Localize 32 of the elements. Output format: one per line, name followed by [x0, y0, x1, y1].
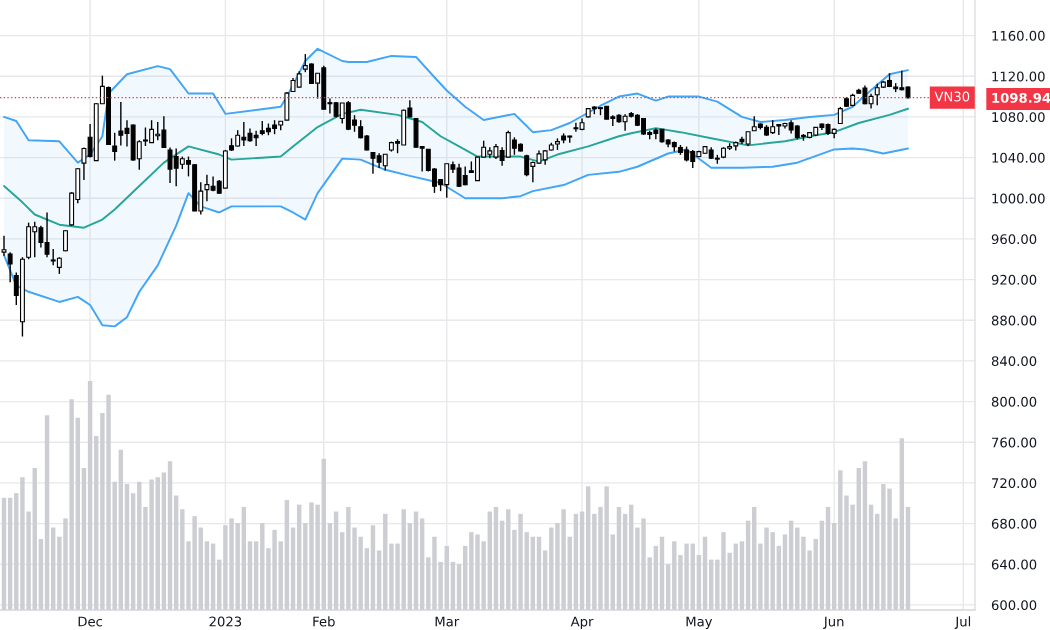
x-tick-label: 2023 [209, 616, 242, 627]
line-series [3, 147, 909, 328]
y-tick-label: 800.00 [991, 396, 1037, 407]
y-tick-label: 760.00 [992, 437, 1037, 448]
y-tick-label: 720.00 [992, 478, 1037, 489]
y-tick-label: 1160.00 [992, 30, 1045, 41]
x-tick-label: Apr [570, 616, 594, 630]
y-tick-label: 920.00 [991, 274, 1037, 285]
line-series [3, 47, 909, 164]
y-tick-label: 640.00 [991, 559, 1037, 570]
x-tick-label: Feb [313, 616, 335, 627]
y-tick-label: 1080.00 [992, 112, 1045, 123]
candlestick [1, 235, 7, 257]
y-tick-label: 880.00 [991, 315, 1037, 326]
ref-line-label: VN30 [934, 91, 970, 102]
y-tick-label: 1000.00 [992, 193, 1045, 204]
y-tick-label: 840.00 [991, 356, 1037, 367]
x-tick-label: Dec [78, 616, 103, 627]
y-tick-label: 1098.94 [992, 92, 1050, 103]
candlestick [204, 174, 210, 202]
candlestick [81, 146, 87, 181]
x-tick-label: Jul [954, 616, 971, 629]
y-tick-label: 960.00 [991, 234, 1037, 245]
candlestick [112, 132, 118, 162]
x-tick-label: Jun [823, 616, 844, 629]
x-tick-label: Mar [435, 616, 460, 627]
x-tick-label: May [686, 616, 713, 630]
candlestick [7, 251, 13, 283]
y-tick-label: 1040.00 [992, 152, 1045, 163]
y-tick-label: 680.00 [991, 518, 1037, 529]
y-tick-label: 600.00 [991, 600, 1037, 611]
y-tick-label: 1120.00 [992, 71, 1045, 82]
